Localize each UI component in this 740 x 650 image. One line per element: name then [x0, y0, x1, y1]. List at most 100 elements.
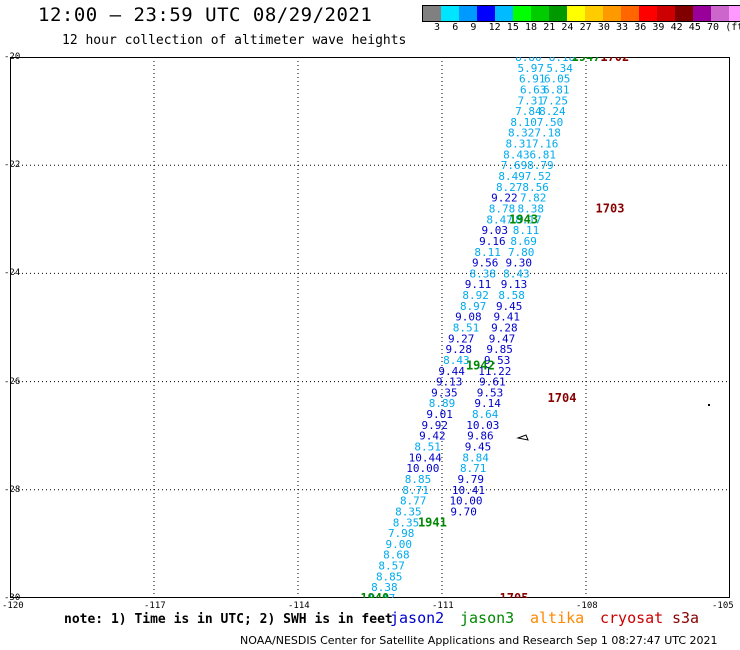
- color-scale-label: 15: [506, 22, 519, 33]
- swh-value: 7.50: [537, 116, 564, 129]
- swh-value: 7.16: [532, 138, 559, 151]
- color-scale-label: 42: [670, 22, 683, 33]
- lon-tick-label: -117: [144, 601, 166, 611]
- swh-value: 9.28: [446, 343, 473, 356]
- swh-value: 9.45: [496, 300, 523, 313]
- swh-value: 8.89: [429, 397, 456, 410]
- lon-tick-label: -108: [576, 601, 598, 611]
- swh-value: 8.43: [503, 267, 530, 280]
- swh-value: 10.44: [409, 451, 442, 464]
- color-scale-bar: [422, 5, 740, 22]
- time-label: 1703: [596, 201, 625, 215]
- lat-tick-label: -20: [4, 52, 21, 62]
- swh-value: 10.41: [452, 484, 485, 497]
- swh-value: 9.79: [458, 473, 485, 486]
- swh-value: 9.03: [482, 224, 509, 237]
- color-scale-label: 24: [561, 22, 574, 33]
- swh-value: 9.08: [455, 311, 482, 324]
- swh-value: 8.11: [474, 246, 501, 259]
- legend-jason2: jason2: [390, 609, 445, 627]
- swh-value: 10.00: [449, 495, 482, 508]
- lat-tick-label: -22: [4, 160, 21, 171]
- color-scale-label: 9: [470, 22, 477, 33]
- swh-value: 8.77: [400, 495, 427, 508]
- swh-value: 8.31: [506, 138, 533, 151]
- swh-value: 9.47: [489, 332, 516, 345]
- swh-value: 7.82: [520, 192, 547, 205]
- swh-value: 8.24: [539, 105, 566, 118]
- color-scale-label: 70: [707, 22, 720, 33]
- color-scale-label: 21: [543, 22, 556, 33]
- lat-tick-label: -24: [4, 268, 21, 279]
- swh-value: 8.56: [522, 181, 549, 194]
- swh-value: 9.01: [426, 408, 453, 421]
- swh-value: 9.85: [486, 343, 513, 356]
- note-text: note: 1) Time is in UTC; 2) SWH is in fe…: [64, 612, 393, 627]
- swh-value: 8.68: [383, 549, 410, 562]
- color-scale-label: 45: [688, 22, 701, 33]
- lon-tick-label: -111: [432, 601, 454, 611]
- island-icon: [516, 434, 529, 441]
- swh-value: 9.53: [484, 354, 511, 367]
- swh-value: 9.14: [474, 397, 501, 410]
- swh-value: 8.32: [508, 127, 535, 140]
- color-swatch: [657, 6, 675, 21]
- swh-value: 7.80: [508, 246, 535, 259]
- lon-tick-label: -105: [712, 601, 734, 611]
- wave-height-map: 8.805.976.916.637.317.848.108.328.318.43…: [10, 57, 730, 598]
- swh-value: 8.27: [496, 181, 523, 194]
- color-swatch: [693, 6, 711, 21]
- swh-value: 8.35: [395, 505, 422, 518]
- time-label: 1943: [509, 212, 538, 226]
- swh-value: 8.49: [498, 170, 525, 183]
- legend-s3a: s3a: [672, 609, 700, 627]
- swh-value: 8.78: [489, 202, 516, 215]
- swh-value: 9.28: [491, 322, 518, 335]
- legend-jason3: jason3: [460, 609, 515, 627]
- legend-altika: altika: [530, 609, 585, 627]
- color-scale-label: 30: [597, 22, 610, 33]
- credit-line: NOAA/NESDIS Center for Satellite Applica…: [240, 634, 718, 647]
- time-label: 1940: [360, 591, 389, 598]
- swh-value: 8.47: [369, 592, 396, 598]
- color-swatch: [621, 6, 639, 21]
- swh-value: 8.69: [510, 235, 537, 248]
- swh-value: 7.52: [525, 170, 552, 183]
- swh-value: 7.69: [501, 159, 528, 172]
- swh-value: 9.42: [419, 430, 446, 443]
- color-scale-label: 36: [634, 22, 647, 33]
- swh-value: 7.98: [388, 527, 415, 540]
- time-label: 1947: [572, 57, 601, 64]
- swh-value: 9.53: [477, 386, 504, 399]
- swh-value: 9.41: [494, 311, 521, 324]
- swh-value: 9.70: [450, 505, 477, 518]
- swh-value: 8.38: [371, 581, 398, 594]
- swh-value: 9.22: [491, 192, 518, 205]
- swh-value: 8.71: [460, 462, 487, 475]
- lon-tick-label: -114: [288, 601, 310, 611]
- swh-value: 9.27: [448, 332, 475, 345]
- lat-tick-label: -28: [4, 484, 21, 495]
- color-scale-label: 6: [452, 22, 459, 33]
- swh-value: 9.13: [436, 376, 463, 389]
- swh-value: 9.44: [438, 365, 465, 378]
- swh-value: 8.47: [486, 213, 513, 226]
- swh-value: 8.17: [515, 213, 542, 226]
- swh-value: 6.05: [544, 73, 571, 86]
- color-swatch: [495, 6, 513, 21]
- color-swatch: [729, 6, 740, 21]
- color-scale-label: (ft): [725, 22, 740, 33]
- swh-value: 8.85: [376, 570, 403, 583]
- swh-value: 8.18: [549, 57, 576, 64]
- swh-value: 8.64: [472, 408, 499, 421]
- swh-value: 8.80: [515, 57, 542, 64]
- swh-value: 9.13: [501, 278, 528, 291]
- swh-value: 8.85: [405, 473, 432, 486]
- color-scale-label: 27: [579, 22, 592, 33]
- time-label: 1942: [466, 358, 495, 372]
- swh-value: 10.03: [466, 419, 499, 432]
- swh-value: 8.71: [402, 484, 429, 497]
- legend-cryosat: cryosat: [600, 609, 664, 627]
- swh-value: 6.91: [519, 73, 546, 86]
- time-label: 1702: [600, 57, 629, 64]
